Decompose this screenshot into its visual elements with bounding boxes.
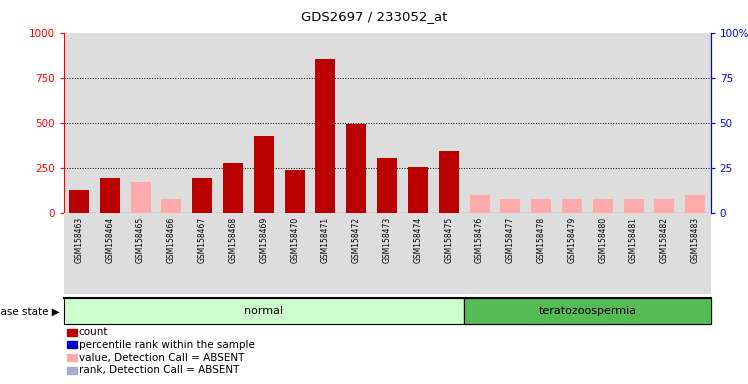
Bar <box>618 213 649 294</box>
Text: rank, Detection Call = ABSENT: rank, Detection Call = ABSENT <box>79 365 239 375</box>
Text: GSM158468: GSM158468 <box>229 217 238 263</box>
Bar <box>285 170 304 213</box>
Bar <box>377 158 397 213</box>
Bar <box>649 213 680 294</box>
Text: GSM158479: GSM158479 <box>568 217 577 263</box>
Bar <box>680 33 711 213</box>
Text: teratozoospermia: teratozoospermia <box>539 306 637 316</box>
Bar <box>64 213 94 294</box>
Bar <box>187 213 218 294</box>
Bar <box>654 199 675 213</box>
Text: GSM158471: GSM158471 <box>321 217 330 263</box>
Bar <box>438 151 459 213</box>
Bar <box>156 213 187 294</box>
Bar <box>557 33 587 213</box>
Bar <box>341 213 372 294</box>
Bar <box>649 33 680 213</box>
Bar <box>248 213 279 294</box>
Bar <box>464 213 495 294</box>
Text: disease state ▶: disease state ▶ <box>0 306 60 316</box>
Bar <box>310 213 341 294</box>
Bar <box>531 199 551 213</box>
Bar <box>316 59 336 213</box>
Text: GSM158469: GSM158469 <box>260 217 269 263</box>
Bar <box>279 213 310 294</box>
Text: GSM158482: GSM158482 <box>660 217 669 263</box>
Bar <box>162 199 182 213</box>
Text: value, Detection Call = ABSENT: value, Detection Call = ABSENT <box>79 353 244 362</box>
Bar <box>372 33 402 213</box>
Bar <box>587 213 618 294</box>
Bar <box>94 213 125 294</box>
Bar <box>187 33 218 213</box>
Text: GSM158464: GSM158464 <box>105 217 114 263</box>
Bar <box>218 213 248 294</box>
Bar <box>192 178 212 213</box>
Bar <box>156 33 187 213</box>
Text: GSM158475: GSM158475 <box>444 217 453 263</box>
Bar <box>125 213 156 294</box>
Bar <box>557 213 587 294</box>
Bar <box>587 33 618 213</box>
Text: GSM158478: GSM158478 <box>536 217 545 263</box>
Bar <box>464 33 495 213</box>
Bar <box>433 33 464 213</box>
Bar <box>526 213 557 294</box>
Bar <box>69 190 89 213</box>
Bar <box>346 124 367 213</box>
Text: GSM158481: GSM158481 <box>629 217 638 263</box>
Bar <box>470 195 489 213</box>
Text: normal: normal <box>245 306 283 316</box>
Text: GSM158472: GSM158472 <box>352 217 361 263</box>
Text: count: count <box>79 327 108 337</box>
Bar <box>433 213 464 294</box>
Bar <box>310 33 341 213</box>
Bar <box>223 164 243 213</box>
Text: GSM158476: GSM158476 <box>475 217 484 263</box>
Text: GSM158463: GSM158463 <box>75 217 84 263</box>
Text: GSM158465: GSM158465 <box>136 217 145 263</box>
Bar <box>125 33 156 213</box>
Bar <box>341 33 372 213</box>
Bar <box>279 33 310 213</box>
Text: GSM158467: GSM158467 <box>197 217 206 263</box>
Bar <box>495 33 526 213</box>
Text: GSM158480: GSM158480 <box>598 217 607 263</box>
Text: GSM158466: GSM158466 <box>167 217 176 263</box>
Bar <box>402 33 433 213</box>
Text: GDS2697 / 233052_at: GDS2697 / 233052_at <box>301 10 447 23</box>
Bar <box>500 199 521 213</box>
Bar <box>64 33 94 213</box>
Bar <box>618 33 649 213</box>
Bar <box>254 136 274 213</box>
Text: GSM158483: GSM158483 <box>690 217 699 263</box>
Bar <box>99 178 120 213</box>
Bar <box>372 213 402 294</box>
Bar <box>495 213 526 294</box>
Bar <box>592 199 613 213</box>
Text: percentile rank within the sample: percentile rank within the sample <box>79 340 254 350</box>
Bar <box>526 33 557 213</box>
Bar <box>408 167 428 213</box>
Text: GSM158474: GSM158474 <box>414 217 423 263</box>
Bar <box>624 199 643 213</box>
Bar <box>218 33 248 213</box>
Bar <box>402 213 433 294</box>
Text: GSM158470: GSM158470 <box>290 217 299 263</box>
Bar <box>685 195 705 213</box>
Bar <box>562 199 582 213</box>
Bar <box>680 213 711 294</box>
Bar <box>248 33 279 213</box>
Text: GSM158477: GSM158477 <box>506 217 515 263</box>
Text: GSM158473: GSM158473 <box>382 217 392 263</box>
Bar <box>94 33 125 213</box>
Bar <box>131 182 150 213</box>
